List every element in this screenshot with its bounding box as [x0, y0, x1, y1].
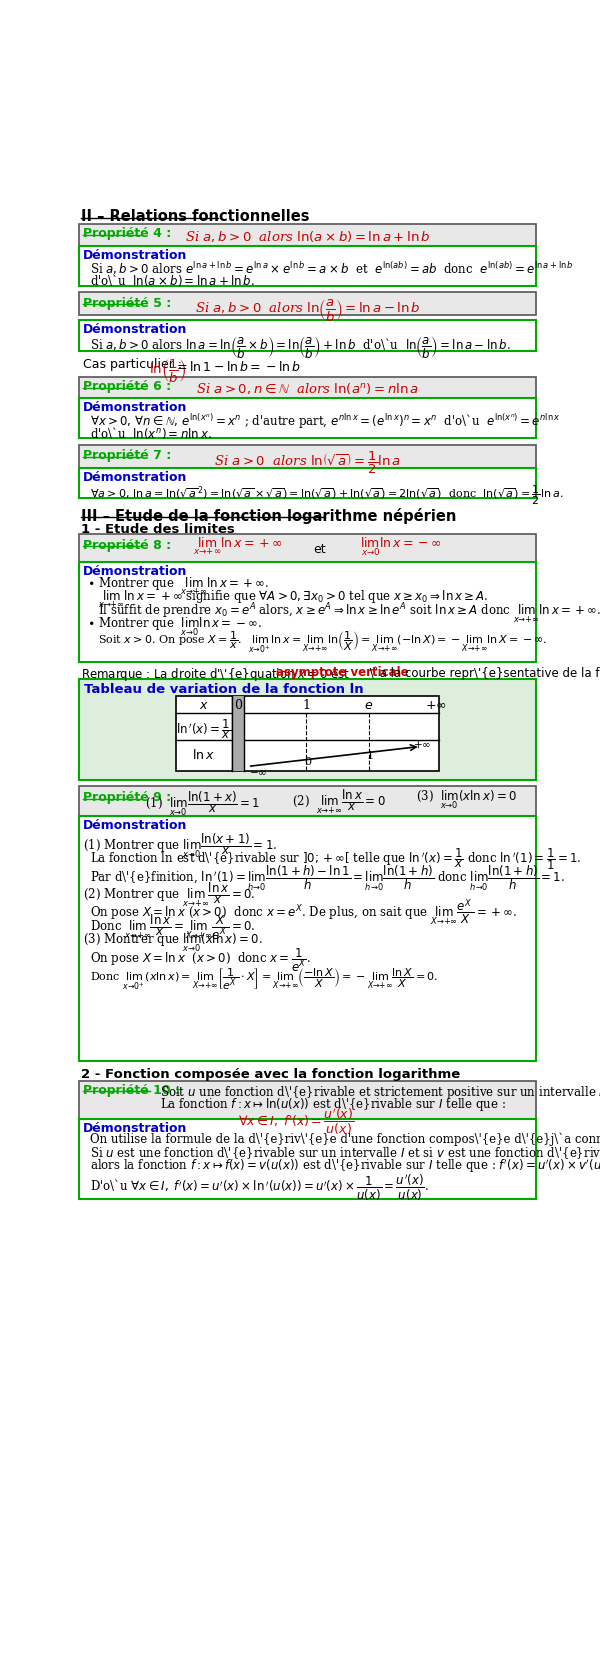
FancyBboxPatch shape — [232, 696, 244, 771]
Text: Démonstration: Démonstration — [83, 818, 187, 832]
FancyBboxPatch shape — [79, 1119, 536, 1199]
Text: Par d\'{e}finition, $\ln'(1)=\lim_{h\to 0}\dfrac{\ln(1+h)-\ln 1}{h}=\lim_{h\to 0: Par d\'{e}finition, $\ln'(1)=\lim_{h\to … — [91, 864, 566, 894]
Text: et: et — [313, 543, 325, 557]
Text: Donc $\lim_{x\to+\infty}\dfrac{\ln x}{x}=\lim_{X\to+\infty}\dfrac{X}{e^X}=0$.: Donc $\lim_{x\to+\infty}\dfrac{\ln x}{x}… — [91, 912, 256, 941]
Text: $\ln'(x)=\dfrac{1}{x}$: $\ln'(x)=\dfrac{1}{x}$ — [176, 718, 232, 741]
Text: D'o\`u $\forall x\in I,\; f'(x)=u'(x)\times\ln'(u(x))=u'(x)\times\dfrac{1}{u(x)}: D'o\`u $\forall x\in I,\; f'(x)=u'(x)\ti… — [91, 1172, 430, 1202]
Text: d'o\`u  $\ln(a\times b)=\ln a+\ln b$.: d'o\`u $\ln(a\times b)=\ln a+\ln b$. — [91, 272, 256, 288]
Text: $\forall a>0,\, \ln a=\ln\!\left(\sqrt{a}^{\,2}\right)=\ln\!\left(\sqrt{a}\times: $\forall a>0,\, \ln a=\ln\!\left(\sqrt{a… — [91, 483, 564, 506]
Text: asymptote verticale: asymptote verticale — [276, 666, 409, 679]
Text: III – Etude de la fonction logarithme népérien: III – Etude de la fonction logarithme né… — [81, 508, 457, 523]
Text: Remarque : La droite d'\'{e}quation $x=0$ est: Remarque : La droite d'\'{e}quation $x=0… — [81, 666, 350, 683]
Text: 0: 0 — [234, 699, 242, 713]
Text: $-\infty$: $-\infty$ — [250, 768, 268, 776]
Text: (1) Montrer que $\lim_{x\to 0}\dfrac{\ln(x+1)}{x}=1$.: (1) Montrer que $\lim_{x\to 0}\dfrac{\ln… — [83, 832, 277, 860]
Text: Démonstration: Démonstration — [83, 401, 187, 414]
Text: $x$: $x$ — [199, 699, 209, 713]
Text: $e$: $e$ — [364, 699, 374, 713]
Text: $\ln x$: $\ln x$ — [192, 748, 215, 761]
Text: Tableau de variation de la fonction ln: Tableau de variation de la fonction ln — [84, 683, 364, 696]
Text: Si $a,b>0$ alors $\ln a=\ln\!\left(\dfrac{a}{b}\times b\right)=\ln\!\left(\dfrac: Si $a,b>0$ alors $\ln a=\ln\!\left(\dfra… — [91, 334, 511, 359]
Text: Si $a,b>0$  alors $\ln(a\times b)=\ln a+\ln b$: Si $a,b>0$ alors $\ln(a\times b)=\ln a+\… — [185, 230, 430, 243]
FancyBboxPatch shape — [79, 399, 536, 438]
FancyBboxPatch shape — [79, 562, 536, 662]
Text: Cas particulier :: Cas particulier : — [83, 359, 186, 371]
FancyBboxPatch shape — [79, 247, 536, 287]
Text: Si $a>0$  alors $\ln\!\left(\sqrt{a}\right)=\dfrac{1}{2}\ln a$: Si $a>0$ alors $\ln\!\left(\sqrt{a}\righ… — [214, 449, 401, 476]
Text: Propriété 10 :: Propriété 10 : — [83, 1083, 180, 1097]
Text: On pose $X=\ln x$ ($x>0$)  donc $x=e^X$. De plus, on sait que $\lim_{X\to+\infty: On pose $X=\ln x$ ($x>0$) donc $x=e^X$. … — [91, 897, 518, 927]
FancyBboxPatch shape — [79, 815, 536, 1060]
FancyBboxPatch shape — [79, 679, 536, 780]
FancyBboxPatch shape — [79, 468, 536, 498]
Text: $\lim_{x\to 0}\ln x=-\infty$: $\lim_{x\to 0}\ln x=-\infty$ — [359, 535, 442, 558]
Text: Démonstration: Démonstration — [83, 1122, 187, 1135]
Text: $+\infty$: $+\infty$ — [425, 699, 446, 713]
Text: $\bullet$ Montrer que  $\lim_{x\to+\infty}\ln x=+\infty$.: $\bullet$ Montrer que $\lim_{x\to+\infty… — [88, 575, 269, 597]
Text: $\bullet$ Montrer que  $\lim_{x\to 0}\ln x=-\infty$.: $\bullet$ Montrer que $\lim_{x\to 0}\ln … — [88, 615, 262, 637]
Text: (1)  $\lim_{x\to 0}\dfrac{\ln(1+x)}{x}=1$: (1) $\lim_{x\to 0}\dfrac{\ln(1+x)}{x}=1$ — [145, 788, 260, 818]
Text: Démonstration: Démonstration — [83, 471, 187, 483]
Text: Si $a,b>0$ alors $e^{\ln a+\ln b}=e^{\ln a}\times e^{\ln b}=a\times b$  et  $e^{: Si $a,b>0$ alors $e^{\ln a+\ln b}=e^{\ln… — [91, 260, 574, 277]
FancyBboxPatch shape — [79, 320, 536, 350]
Text: Soit $u$ une fonction d\'{e}rivable et strictement positive sur un intervalle $I: Soit $u$ une fonction d\'{e}rivable et s… — [160, 1083, 600, 1100]
Text: $\ln\!\left(\dfrac{1}{b}\right)$: $\ln\!\left(\dfrac{1}{b}\right)$ — [149, 359, 187, 386]
Text: On utilise la formule de la d\'{e}riv\'{e}e d'une fonction compos\'{e}e d\'{e}j\: On utilise la formule de la d\'{e}riv\'{… — [91, 1134, 600, 1147]
Text: 1 - Etude des limites: 1 - Etude des limites — [81, 523, 235, 537]
Text: Démonstration: Démonstration — [83, 248, 187, 262]
Text: 0: 0 — [304, 758, 311, 766]
Text: Propriété 5 :: Propriété 5 : — [83, 297, 171, 310]
Text: Si $u$ est une fonction d\'{e}rivable sur un intervalle $I$ et si $v$ est une fo: Si $u$ est une fonction d\'{e}rivable su… — [91, 1145, 600, 1160]
Text: Démonstration: Démonstration — [83, 324, 187, 335]
Text: Soit $x>0$. On pose $X=\dfrac{1}{x}$.  $\lim_{x\to 0^+}\ln x=\lim_{X\to+\infty}\: Soit $x>0$. On pose $X=\dfrac{1}{x}$. $\… — [98, 629, 548, 654]
Text: Démonstration: Démonstration — [83, 565, 187, 577]
Text: $\forall x>0,\,\forall n\in\mathbb{N},\, e^{\ln(x^n)}=x^n$ ; d'autre part, $e^{n: $\forall x>0,\,\forall n\in\mathbb{N},\,… — [91, 413, 561, 431]
Text: II – Relations fonctionnelles: II – Relations fonctionnelles — [81, 210, 310, 225]
Text: $\forall x\in I,\; f'(x)=\dfrac{u'(x)}{u(x)}$: $\forall x\in I,\; f'(x)=\dfrac{u'(x)}{u… — [238, 1107, 354, 1137]
FancyBboxPatch shape — [176, 696, 439, 771]
Text: 2 - Fonction composée avec la fonction logarithme: 2 - Fonction composée avec la fonction l… — [81, 1068, 460, 1082]
FancyBboxPatch shape — [79, 444, 536, 468]
FancyBboxPatch shape — [79, 787, 536, 815]
Text: d'o\`u  $\ln(x^n)=n\ln x$.: d'o\`u $\ln(x^n)=n\ln x$. — [91, 424, 212, 441]
Text: Il suffit de prendre $x_0=e^A$ alors, $x\geq e^A\Rightarrow\ln x\geq\ln e^A$ soi: Il suffit de prendre $x_0=e^A$ alors, $x… — [98, 602, 600, 626]
Text: (3)  $\lim_{x\to 0}(x\ln x)=0$: (3) $\lim_{x\to 0}(x\ln x)=0$ — [416, 788, 517, 812]
FancyBboxPatch shape — [79, 1080, 536, 1119]
Text: $\lim_{x\to+\infty}\ln x=+\infty$: $\lim_{x\to+\infty}\ln x=+\infty$ — [193, 535, 283, 557]
Text: (2) Montrer que $\lim_{x\to+\infty}\dfrac{\ln x}{x}=0$.: (2) Montrer que $\lim_{x\to+\infty}\dfra… — [83, 882, 255, 909]
Text: 1: 1 — [367, 751, 374, 761]
Text: alors la fonction $f:x\mapsto f(x)=v(u(x))$ est d\'{e}rivable sur $I$ telle que : alors la fonction $f:x\mapsto f(x)=v(u(x… — [91, 1157, 600, 1176]
Text: $+\infty$: $+\infty$ — [413, 738, 431, 750]
Text: La fonction $f:x\mapsto\ln(u(x))$ est d\'{e}rivable sur $I$ telle que :: La fonction $f:x\mapsto\ln(u(x))$ est d\… — [160, 1097, 506, 1114]
FancyBboxPatch shape — [79, 225, 536, 247]
Text: Propriété 6 :: Propriété 6 : — [83, 381, 171, 392]
Text: Propriété 4 :: Propriété 4 : — [83, 228, 171, 240]
Text: Propriété 8 :: Propriété 8 : — [83, 538, 171, 552]
FancyBboxPatch shape — [79, 377, 536, 399]
FancyBboxPatch shape — [79, 533, 536, 562]
Text: Donc $\lim_{x\to 0^+}(x\ln x)=\lim_{X\to+\infty}\left[\dfrac{1}{e^X}\cdot X\righ: Donc $\lim_{x\to 0^+}(x\ln x)=\lim_{X\to… — [91, 966, 439, 993]
Text: La fonction ln est d\'{e}rivable sur $]0;+\infty[$ telle que $\ln'(x)=\dfrac{1}{: La fonction ln est d\'{e}rivable sur $]0… — [91, 847, 582, 872]
Text: Si $a,b>0$  alors $\ln\!\left(\dfrac{a}{b}\right)=\ln a-\ln b$: Si $a,b>0$ alors $\ln\!\left(\dfrac{a}{b… — [194, 297, 421, 324]
Text: Propriété 7 :: Propriété 7 : — [83, 449, 171, 463]
FancyBboxPatch shape — [79, 292, 536, 315]
Text: Propriété 9 :: Propriété 9 : — [83, 792, 171, 803]
Text: Si $a>0,n\in\mathbb{N}$  alors $\ln\!\left(a^n\right)=n\ln a$: Si $a>0,n\in\mathbb{N}$ alors $\ln\!\lef… — [196, 381, 419, 396]
Text: $\lim_{x\to+\infty}\ln x=+\infty$ signifie que $\forall A>0,\exists x_0>0$ tel q: $\lim_{x\to+\infty}\ln x=+\infty$ signif… — [98, 589, 488, 610]
Text: (2)  $\lim_{x\to+\infty}\dfrac{\ln x}{x}=0$: (2) $\lim_{x\to+\infty}\dfrac{\ln x}{x}=… — [292, 788, 386, 817]
Text: (3) Montrer que $\lim_{x\to 0}(x\ln x)=0$.: (3) Montrer que $\lim_{x\to 0}(x\ln x)=0… — [83, 931, 262, 954]
Text: $=\ln 1-\ln b=-\ln b$: $=\ln 1-\ln b=-\ln b$ — [174, 361, 301, 374]
Text: \`a la courbe repr\'{e}sentative de la fonction ln.: \`a la courbe repr\'{e}sentative de la f… — [365, 666, 600, 679]
Text: 1: 1 — [302, 699, 310, 713]
Text: On pose $X=\ln x$  ($x>0$)  donc $x=\dfrac{1}{e^X}$.: On pose $X=\ln x$ ($x>0$) donc $x=\dfrac… — [91, 946, 311, 974]
